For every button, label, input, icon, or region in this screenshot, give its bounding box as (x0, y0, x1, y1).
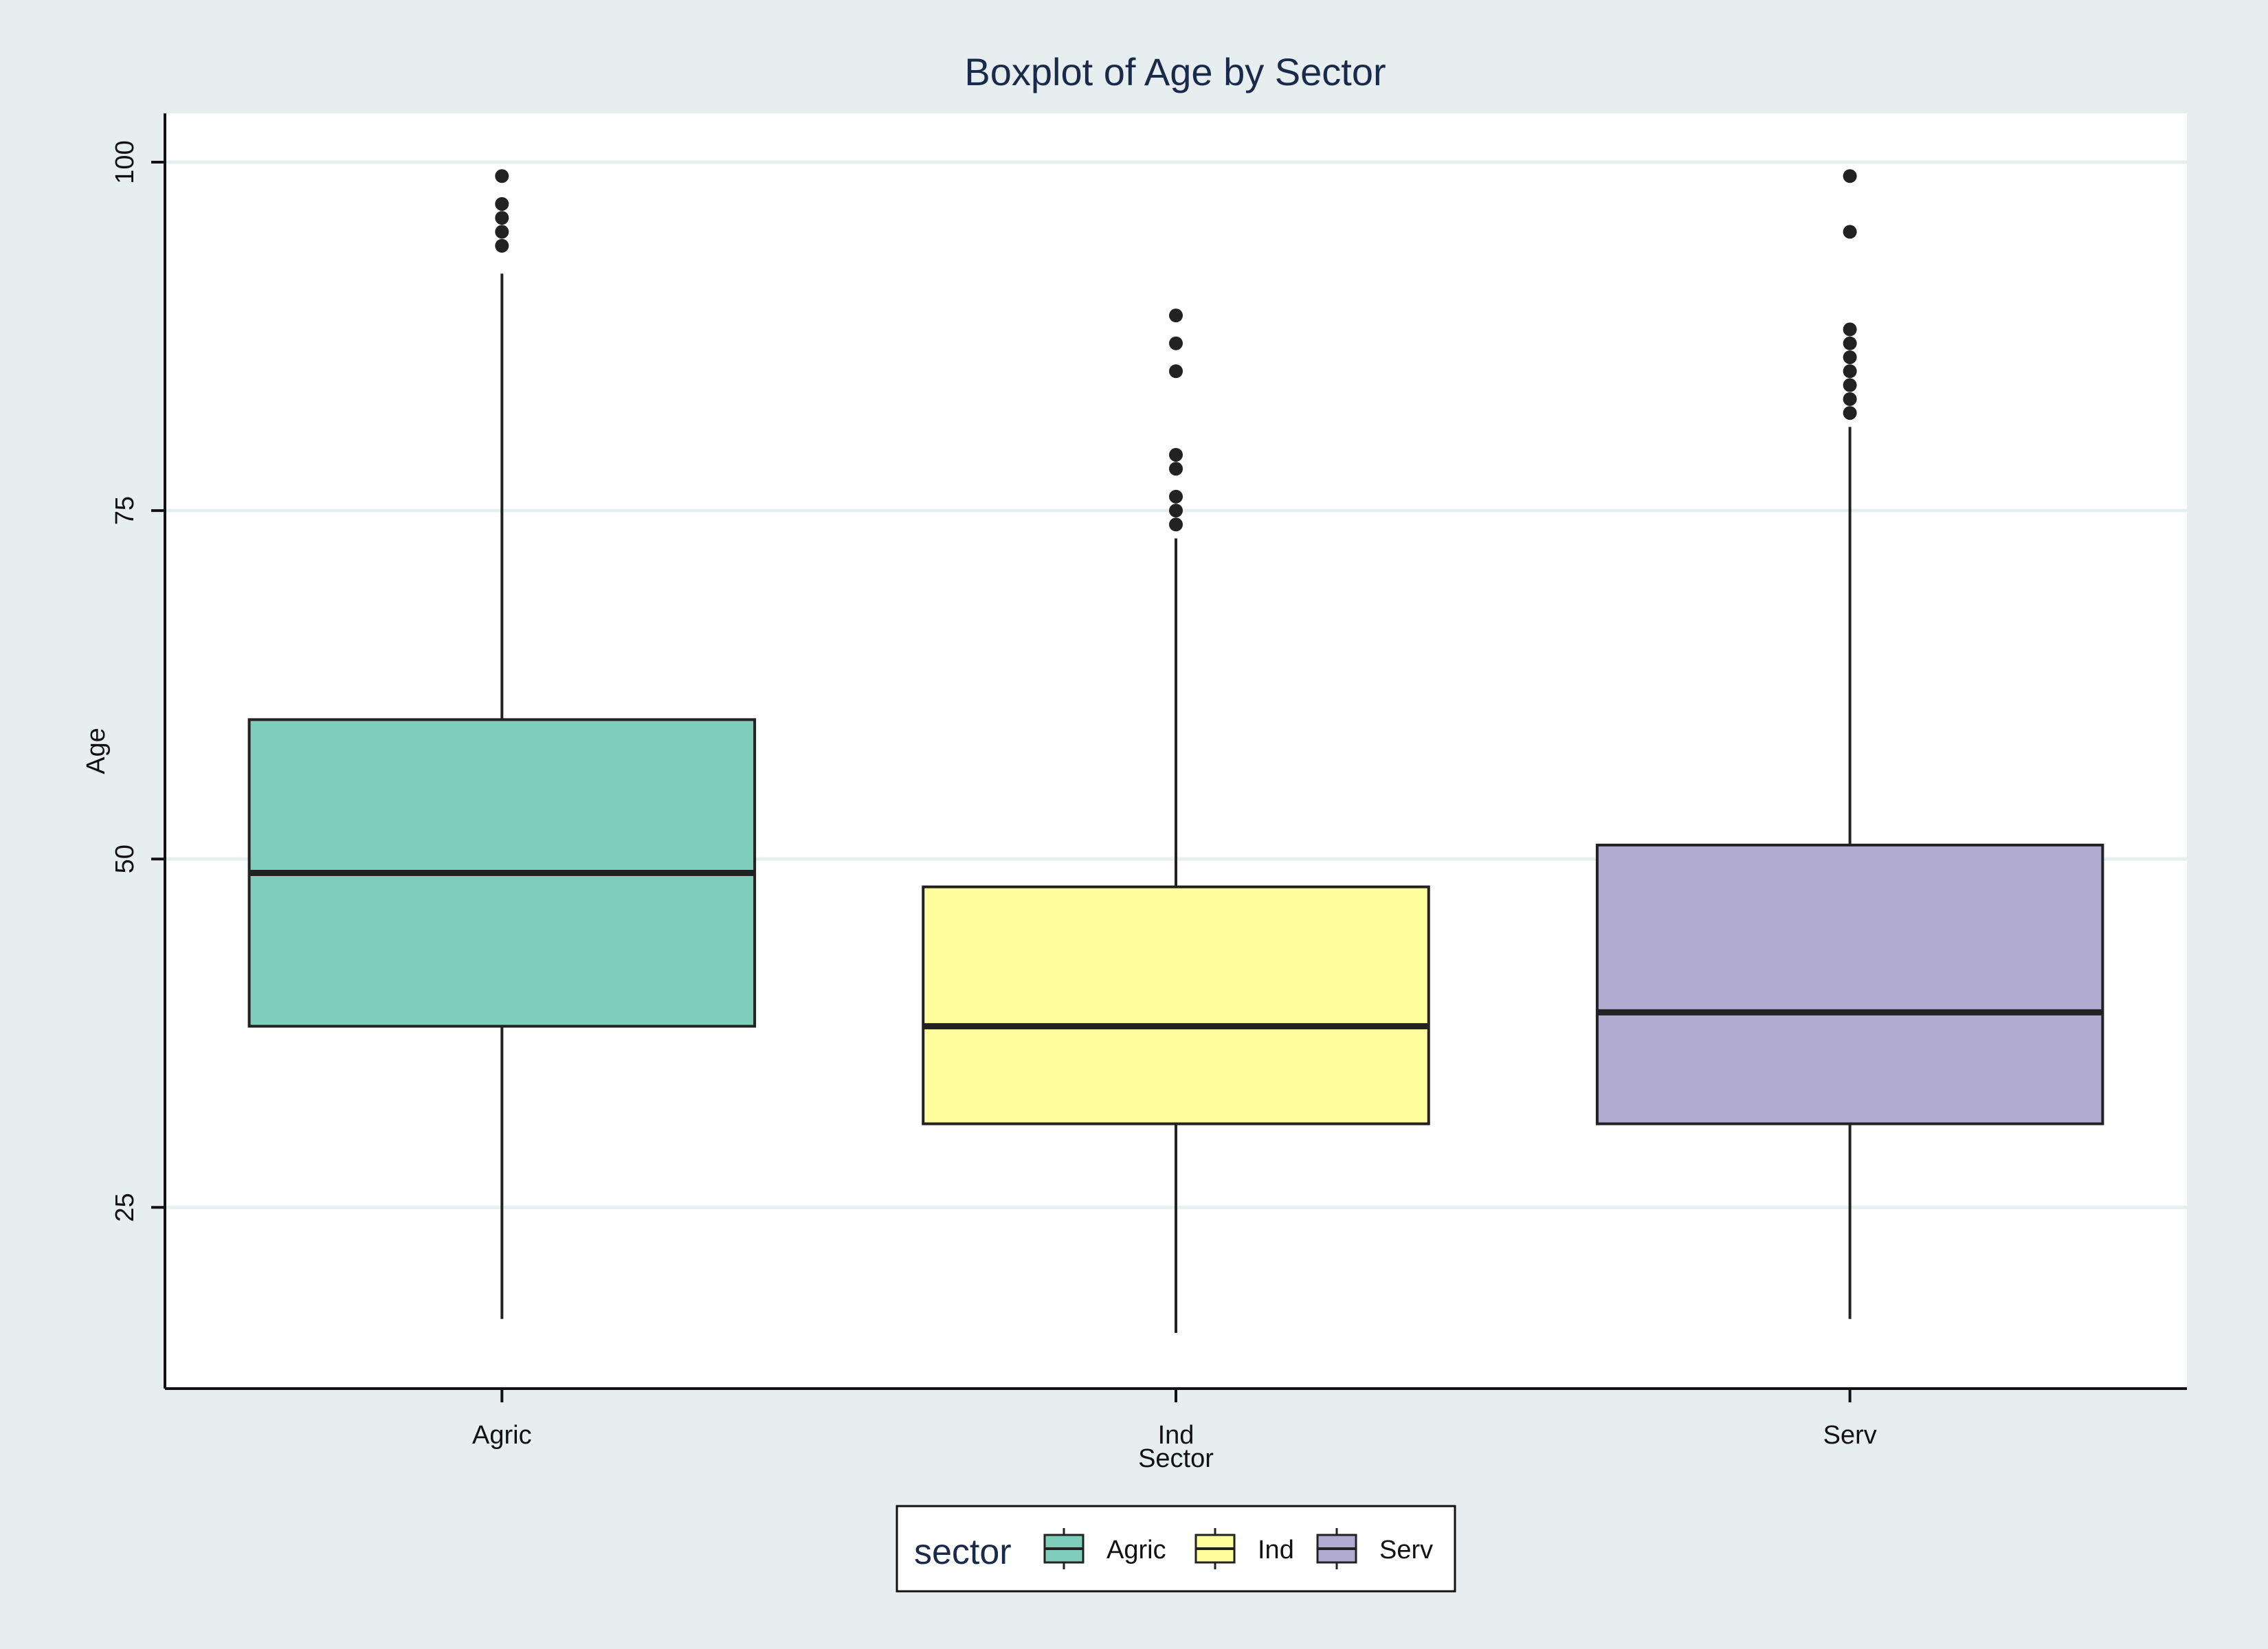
outlier-point (1843, 225, 1857, 239)
box-agric (247, 169, 757, 1319)
legend-label: Serv (1379, 1536, 1433, 1564)
outlier-point (1843, 378, 1857, 392)
x-axis-ticks: Agric Ind Serv (472, 1389, 1877, 1450)
outlier-point (1169, 309, 1183, 323)
outlier-point (1169, 517, 1183, 532)
outlier-point (1843, 336, 1857, 350)
outlier-point (495, 238, 509, 253)
x-tick-label: Ind (1158, 1421, 1194, 1450)
legend-item-serv: Serv (1316, 1528, 1433, 1569)
outlier-point (1843, 169, 1857, 183)
boxes (247, 169, 2104, 1333)
outlier-point (1169, 447, 1183, 462)
legend-label: Agric (1107, 1536, 1166, 1564)
outlier-point (1169, 364, 1183, 379)
legend-label: Ind (1258, 1536, 1294, 1564)
legend-item-agric: Agric (1043, 1528, 1166, 1569)
legend-frame (896, 1505, 1456, 1593)
y-axis-ticks: 25 50 75 100 (111, 140, 165, 1222)
x-tick-label: Agric (472, 1421, 532, 1450)
legend-items: Agric Ind Serv (1043, 1528, 1433, 1569)
iqr-box (922, 885, 1430, 1125)
y-axis-label: Age (82, 728, 111, 774)
outlier-point (495, 197, 509, 211)
outlier-point (1169, 462, 1183, 476)
y-tick-label: 100 (111, 140, 140, 183)
outlier-point (1843, 406, 1857, 420)
outlier-point (1169, 489, 1183, 504)
outlier-point (1169, 336, 1183, 350)
outlier-point (1843, 364, 1857, 379)
y-tick-label: 75 (111, 496, 140, 525)
outlier-point (1843, 392, 1857, 406)
legend-title: sector (914, 1532, 1012, 1572)
legend-item-ind: Ind (1194, 1528, 1294, 1569)
outlier-point (1169, 504, 1183, 518)
box-serv (1595, 169, 2104, 1319)
box-ind (922, 309, 1430, 1333)
outlier-point (495, 211, 509, 225)
iqr-box (1595, 843, 2104, 1125)
outlier-point (1843, 322, 1857, 337)
chart-title: Boxplot of Age by Sector (964, 50, 1386, 93)
outlier-point (1843, 350, 1857, 364)
outlier-point (495, 225, 509, 239)
x-tick-label: Serv (1823, 1421, 1877, 1450)
y-tick-label: 25 (111, 1193, 140, 1222)
y-tick-label: 50 (111, 844, 140, 873)
legend: sector Agric Ind Serv (896, 1505, 1456, 1593)
outlier-point (495, 169, 509, 183)
x-axis-label: Sector (1138, 1444, 1214, 1473)
